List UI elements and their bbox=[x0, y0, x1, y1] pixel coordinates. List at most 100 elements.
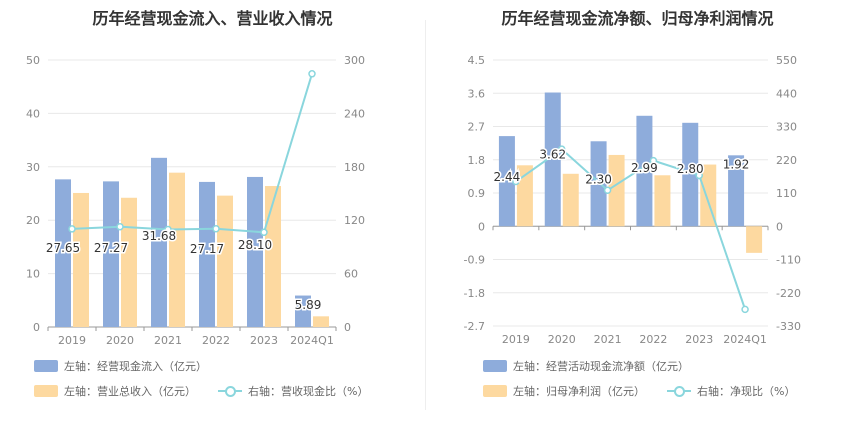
x-axis-tick-label: 2022 bbox=[639, 333, 667, 346]
chart-plot-area: -2.7 -1.8 -0.9 0 0.9 1.8 2.7 3.6 4.5 -330 -220 -110… bbox=[464, 54, 801, 346]
ratio-point bbox=[649, 156, 658, 165]
ratio-point bbox=[512, 177, 520, 186]
bar-series1 bbox=[728, 155, 745, 227]
bar-data-label: 28.10 bbox=[238, 238, 272, 252]
left-axis-tick-label: -1.8 bbox=[464, 287, 485, 300]
bar-series2 bbox=[313, 316, 329, 327]
bar-series1 bbox=[151, 157, 167, 327]
bar-series1 bbox=[636, 115, 653, 227]
left-axis-tick-label: 20 bbox=[26, 214, 40, 227]
legend-label: 右轴：净现比（%） bbox=[697, 385, 796, 398]
x-axis-tick-label: 2022 bbox=[202, 334, 230, 347]
ratio-line bbox=[515, 147, 747, 310]
bar-series1 bbox=[544, 92, 561, 227]
right-axis-tick-label: 220 bbox=[776, 154, 797, 167]
chart-title: 历年经营现金流入、营业收入情况 bbox=[92, 9, 333, 28]
chart-plot-area: 0 10 20 30 40 50 0 60 120 180 240 300 2019 2020 2021 20… bbox=[26, 54, 365, 347]
legend-item-net-profit[interactable]: 左轴：归母净利润（亿元） bbox=[483, 383, 645, 399]
right-axis-tick-label: -330 bbox=[776, 320, 801, 333]
bar-series2 bbox=[562, 173, 579, 227]
legend-label: 左轴：经营现金流入（亿元） bbox=[64, 360, 207, 373]
x-axis-tick-label: 2024Q1 bbox=[723, 333, 767, 346]
bar-data-label: 2.99 bbox=[631, 161, 658, 175]
right-axis-tick-label: 0 bbox=[776, 220, 783, 233]
right-axis-tick-label: 180 bbox=[344, 161, 365, 174]
ratio-point bbox=[695, 171, 703, 180]
x-axis-tick-label: 2020 bbox=[106, 334, 134, 347]
bar-series1 bbox=[295, 295, 311, 327]
bar-series2 bbox=[654, 175, 671, 227]
left-axis-tick-label: 0 bbox=[478, 220, 485, 233]
bar-series2 bbox=[121, 197, 137, 327]
bar-series2 bbox=[516, 165, 533, 227]
bar-series1 bbox=[247, 176, 263, 327]
legend-item-cash-inflow[interactable]: 左轴：经营现金流入（亿元） bbox=[34, 358, 207, 374]
bar-data-label: 2.80 bbox=[677, 162, 704, 176]
right-axis-tick-label: 550 bbox=[776, 54, 797, 67]
x-axis-tick-label: 2019 bbox=[502, 333, 530, 346]
bar-data-label: 3.62 bbox=[539, 148, 566, 162]
ratio-point bbox=[260, 228, 268, 237]
x-axis-tick-label: 2021 bbox=[594, 333, 622, 346]
left-axis-tick-label: 0.9 bbox=[468, 187, 486, 200]
left-axis-tick-label: -0.9 bbox=[464, 254, 485, 267]
bar-series2 bbox=[217, 195, 233, 327]
bar-series1 bbox=[590, 141, 607, 227]
bar-series1 bbox=[55, 179, 71, 327]
legend-swatch bbox=[667, 385, 691, 397]
chart-panel-cash-inflow: 历年经营现金流入、营业收入情况 0 10 20 30 40 50 0 60 120 180 240 3… bbox=[26, 9, 368, 399]
right-axis-tick-label: 440 bbox=[776, 87, 797, 100]
legend-label: 左轴：营业总收入（亿元） bbox=[64, 385, 196, 398]
legend-label: 左轴：经营活动现金流净额（亿元） bbox=[513, 360, 689, 373]
right-axis-tick-label: 300 bbox=[344, 54, 365, 67]
ratio-point bbox=[212, 224, 220, 233]
left-axis-tick-label: 3.6 bbox=[468, 87, 486, 100]
bar-series1 bbox=[103, 181, 119, 327]
legend-swatch bbox=[34, 360, 58, 372]
legend-item-net-cash-flow[interactable]: 左轴：经营活动现金流净额（亿元） bbox=[483, 358, 689, 374]
x-axis-tick-label: 2023 bbox=[250, 334, 278, 347]
chart-title: 历年经营现金流净额、归母净利润情况 bbox=[501, 9, 774, 28]
bar-series1 bbox=[199, 181, 215, 327]
legend-swatch bbox=[483, 360, 507, 372]
bar-series2 bbox=[265, 186, 281, 327]
bar-series1 bbox=[682, 122, 699, 227]
bar-series1 bbox=[498, 136, 515, 227]
x-axis-tick-label: 2019 bbox=[58, 334, 86, 347]
bar-series2 bbox=[169, 172, 185, 327]
bar-series2 bbox=[746, 226, 763, 253]
legend-item-net-cash-ratio[interactable]: 右轴：净现比（%） bbox=[667, 383, 795, 399]
x-axis-tick-label: 2021 bbox=[154, 334, 182, 347]
left-axis-tick-label: 40 bbox=[26, 107, 40, 120]
ratio-point bbox=[116, 222, 124, 231]
left-axis-tick-label: 2.7 bbox=[468, 121, 486, 134]
right-axis-tick-label: 0 bbox=[344, 321, 351, 334]
panel-divider bbox=[425, 20, 426, 410]
x-axis-tick-label: 2020 bbox=[548, 333, 576, 346]
legend-item-revenue-cash-ratio[interactable]: 右轴：营收现金比（%） bbox=[218, 383, 368, 399]
right-axis-tick-label: 60 bbox=[344, 268, 358, 281]
chart-panel-net-cash-flow: 历年经营现金流净额、归母净利润情况 -2.7 -1.8 -0.9 0 0.9 1.8 2.7… bbox=[425, 0, 850, 437]
left-axis-tick-label: -2.7 bbox=[464, 320, 485, 333]
ratio-point bbox=[558, 145, 566, 153]
legend-swatch bbox=[483, 385, 507, 397]
left-axis-tick-label: 30 bbox=[26, 161, 40, 174]
bar-data-label: 1.92 bbox=[723, 157, 750, 171]
ratio-point bbox=[68, 225, 76, 233]
bar-data-label: 27.65 bbox=[46, 241, 80, 255]
legend-item-revenue[interactable]: 左轴：营业总收入（亿元） bbox=[34, 383, 196, 399]
bar-data-label: 2.44 bbox=[494, 170, 521, 184]
left-axis-tick-label: 1.8 bbox=[468, 154, 486, 167]
right-axis-tick-label: -220 bbox=[776, 287, 801, 300]
legend-swatch bbox=[34, 385, 58, 397]
bar-series2 bbox=[608, 154, 625, 227]
left-axis-tick-label: 4.5 bbox=[468, 54, 486, 67]
ratio-point bbox=[164, 225, 172, 234]
ratio-point bbox=[603, 186, 612, 195]
right-axis-tick-label: 120 bbox=[344, 214, 365, 227]
right-axis-tick-label: -110 bbox=[776, 254, 801, 267]
right-axis-tick-label: 110 bbox=[776, 187, 797, 200]
legend-label: 右轴：营收现金比（%） bbox=[248, 385, 369, 398]
bar-data-label: 2.30 bbox=[585, 172, 612, 186]
left-axis-tick-label: 0 bbox=[33, 321, 40, 334]
